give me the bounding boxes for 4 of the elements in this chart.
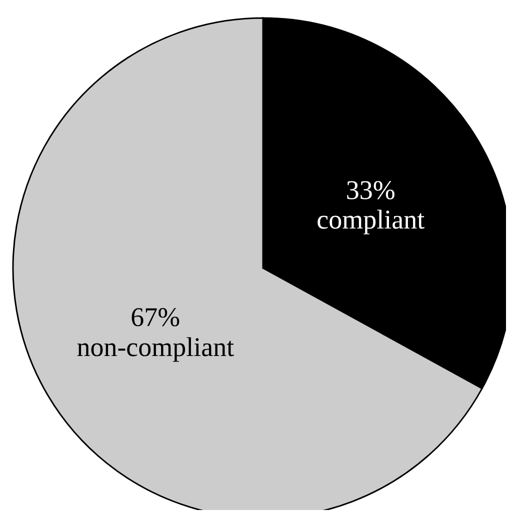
data-label: 33%	[346, 174, 396, 205]
slice-label: non-compliant	[76, 332, 235, 362]
slice-label: compliant	[316, 204, 426, 235]
data-label: 67%	[130, 302, 180, 332]
